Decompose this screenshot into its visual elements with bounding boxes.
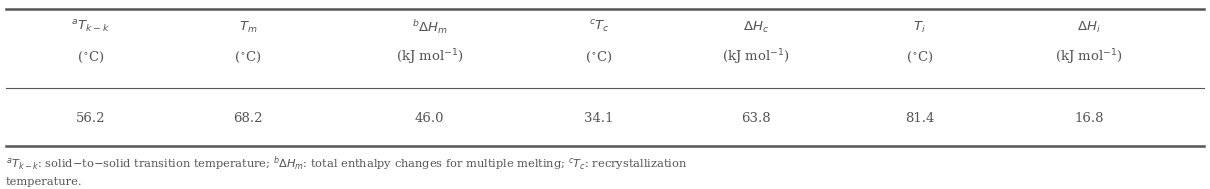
Text: $\Delta H_{c}$: $\Delta H_{c}$ [743, 20, 770, 35]
Text: 16.8: 16.8 [1074, 112, 1104, 125]
Text: 68.2: 68.2 [234, 112, 263, 125]
Text: $\Delta H_{i}$: $\Delta H_{i}$ [1077, 20, 1101, 35]
Text: $T_{m}$: $T_{m}$ [238, 20, 258, 35]
Text: 81.4: 81.4 [905, 112, 934, 125]
Text: (kJ mol$^{-1}$): (kJ mol$^{-1}$) [1055, 48, 1123, 67]
Text: $^{a}T_{k-k}$: $^{a}T_{k-k}$ [71, 19, 110, 36]
Text: $^{b}\Delta H_{m}$: $^{b}\Delta H_{m}$ [411, 18, 448, 36]
Text: (kJ mol$^{-1}$): (kJ mol$^{-1}$) [722, 48, 790, 67]
Text: 63.8: 63.8 [742, 112, 771, 125]
Text: (kJ mol$^{-1}$): (kJ mol$^{-1}$) [396, 48, 463, 67]
Text: $^{c}T_{c}$: $^{c}T_{c}$ [588, 19, 610, 36]
Text: $^{a}T_{k-k}$: solid$-$to$-$solid transition temperature; $^{b}\Delta H_{m}$: to: $^{a}T_{k-k}$: solid$-$to$-$solid transi… [6, 154, 687, 173]
Text: 46.0: 46.0 [415, 112, 444, 125]
Text: ($^{\circ}$C): ($^{\circ}$C) [235, 50, 261, 65]
Text: temperature.: temperature. [6, 177, 82, 187]
Text: $T_{i}$: $T_{i}$ [914, 20, 926, 35]
Text: ($^{\circ}$C): ($^{\circ}$C) [906, 50, 933, 65]
Text: ($^{\circ}$C): ($^{\circ}$C) [77, 50, 104, 65]
Text: ($^{\circ}$C): ($^{\circ}$C) [586, 50, 612, 65]
Text: 34.1: 34.1 [584, 112, 613, 125]
Text: 56.2: 56.2 [76, 112, 105, 125]
